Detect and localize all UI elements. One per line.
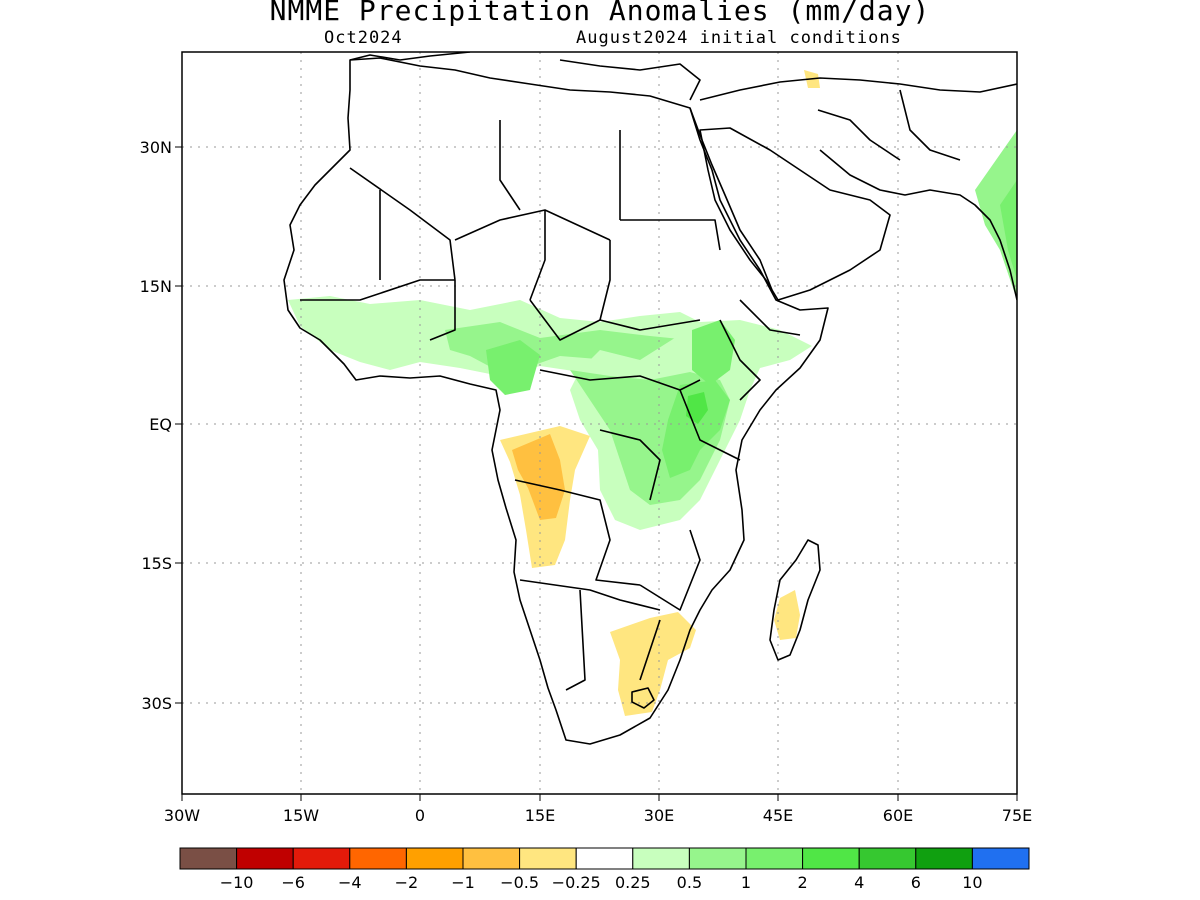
- longitude-axis: 30W 15W 0 15E 30E 45E 60E 75E: [164, 794, 1032, 825]
- anomaly-region-ethiopia: [692, 320, 735, 385]
- border-19: [639, 619, 661, 681]
- border-9: [300, 279, 455, 301]
- colorbar-swatch: [688, 847, 747, 870]
- lat-label-30n: 30N: [140, 138, 172, 157]
- border-15: [514, 479, 641, 586]
- border-10: [429, 280, 456, 341]
- colorbar: −10 −6 −4 −2 −1 −0.5 −0.25 0.25 0.5 1 2 4 6 10: [179, 847, 1030, 892]
- colorbar-swatch: [858, 847, 917, 870]
- colorbar-label: 0.5: [677, 873, 702, 892]
- border-18: [639, 529, 701, 611]
- colorbar-swatch: [745, 847, 804, 870]
- lon-label-15w: 15W: [283, 806, 319, 825]
- border-20: [739, 299, 801, 336]
- lon-label-45e: 45E: [763, 806, 793, 825]
- colorbar-swatch: [575, 847, 634, 870]
- colorbar-swatch: [632, 847, 690, 870]
- europe-coast: [349, 52, 471, 61]
- colorbar-label: −2: [395, 873, 419, 892]
- forecast-month: Oct2024: [324, 28, 403, 48]
- initial-conditions: August2024 initial conditions: [576, 28, 902, 48]
- map-title: NMME Precipitation Anomalies (mm/day): [269, 0, 931, 27]
- africa-coastline: [283, 57, 829, 745]
- colorbar-swatch: [349, 847, 407, 870]
- colorbar-swatch: [802, 847, 860, 870]
- lat-label-15n: 15N: [140, 277, 172, 296]
- map-border: [181, 51, 1018, 795]
- border-16: [519, 579, 661, 611]
- lat-label-30s: 30S: [141, 694, 172, 713]
- colorbar-label: −1: [451, 873, 475, 892]
- border-1: [349, 167, 456, 281]
- border-17: [565, 589, 586, 691]
- colorbar-label: −6: [281, 873, 305, 892]
- anomaly-region-india-edge: [1000, 180, 1017, 280]
- colorbar-label: 4: [854, 873, 864, 892]
- colorbar-label: 10: [962, 873, 982, 892]
- anomaly-region-west-coast: [486, 340, 540, 395]
- colorbar-swatch: [236, 847, 294, 870]
- border-21: [719, 319, 761, 401]
- colorbar-label: −4: [338, 873, 362, 892]
- border-5: [620, 219, 721, 251]
- border-11: [529, 299, 701, 341]
- colorbar-swatch: [519, 847, 577, 870]
- colorbar-swatch: [915, 847, 973, 870]
- border-14: [599, 429, 661, 501]
- colorbar-label: −10: [220, 873, 254, 892]
- colorbar-label: −0.25: [552, 873, 601, 892]
- colorbar-swatch: [405, 847, 464, 870]
- border-23: [899, 89, 961, 161]
- anomaly-region-angola-core: [512, 434, 565, 520]
- border-13: [679, 389, 741, 461]
- lon-label-15e: 15E: [525, 806, 555, 825]
- coastlines-and-borders: [283, 52, 1017, 745]
- lon-label-30e: 30E: [644, 806, 674, 825]
- lesotho: [631, 687, 655, 709]
- anomaly-region-madagascar: [774, 590, 800, 640]
- colorbar-swatch: [179, 847, 238, 870]
- border-2: [454, 209, 611, 241]
- asia-coastline: [699, 77, 1017, 101]
- europe-coast-east: [559, 59, 701, 101]
- lon-label-60e: 60E: [883, 806, 913, 825]
- persian-gulf: [819, 149, 1017, 301]
- border-3: [529, 210, 546, 301]
- anomaly-region-southern-africa: [610, 612, 696, 716]
- colorbar-label: 1: [741, 873, 751, 892]
- madagascar-coastline: [769, 539, 821, 661]
- border-6: [499, 120, 521, 211]
- colorbar-swatch: [292, 847, 351, 870]
- map-gridlines: [182, 52, 1017, 794]
- border-4: [599, 240, 611, 321]
- lat-label-15s: 15S: [141, 554, 172, 573]
- colorbar-label: −0.5: [500, 873, 539, 892]
- colorbar-label: 0.25: [615, 873, 651, 892]
- lon-label-0: 0: [415, 806, 425, 825]
- colorbar-label: 6: [911, 873, 921, 892]
- red-sea: [689, 107, 773, 291]
- lat-label-eq: EQ: [149, 415, 172, 434]
- latitude-axis: 30N 15N EQ 15S 30S: [140, 138, 182, 713]
- border-12: [539, 369, 701, 391]
- colorbar-swatch: [971, 847, 1030, 870]
- anomaly-region-lake-victoria-core: [686, 392, 708, 424]
- colorbar-swatch: [462, 847, 521, 870]
- border-22: [817, 109, 901, 161]
- arabia-coastline: [699, 127, 891, 301]
- lon-label-75e: 75E: [1002, 806, 1032, 825]
- colorbar-label: 2: [798, 873, 808, 892]
- lon-label-30w: 30W: [164, 806, 200, 825]
